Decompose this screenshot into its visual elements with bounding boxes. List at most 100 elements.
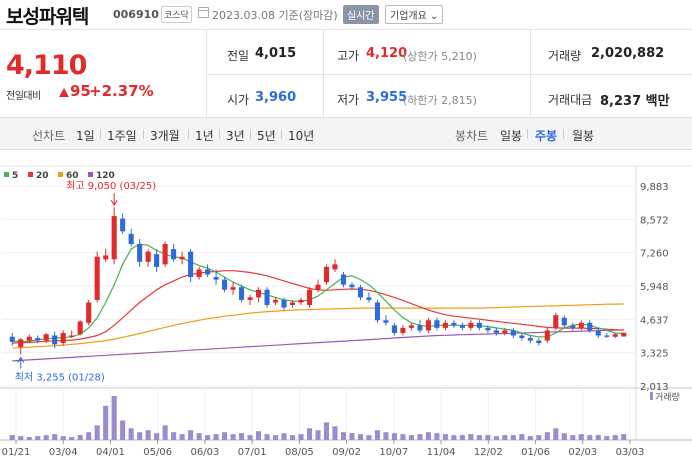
x-tick-label: 01/06 <box>521 447 550 458</box>
volume-bar <box>604 436 610 440</box>
candle-body <box>94 256 100 300</box>
tab-10year[interactable]: 10년 <box>288 129 315 143</box>
volume-bar <box>400 434 406 440</box>
candle-body <box>451 322 457 326</box>
volume-bar <box>179 434 185 440</box>
tab-1year[interactable]: 1년 <box>195 129 214 143</box>
candle-body <box>468 322 474 328</box>
tab-weekly[interactable]: 주봉 <box>535 129 558 143</box>
current-price: 4,110 <box>6 50 87 81</box>
candle-body <box>434 320 440 328</box>
volume-bar <box>502 435 508 440</box>
candle-body <box>332 264 338 270</box>
high-value: 4,120 <box>366 46 408 61</box>
prev-close-label: 전일 <box>227 49 250 63</box>
volume-bar <box>196 433 202 440</box>
tab-1day[interactable]: 1일 <box>76 129 95 143</box>
candle-body <box>519 335 525 339</box>
candle-body <box>9 336 15 342</box>
prev-close-value: 4,015 <box>255 46 297 61</box>
candle-body <box>86 302 92 323</box>
candle-body <box>171 249 177 260</box>
candle-body <box>137 244 143 262</box>
candle-body <box>52 335 58 345</box>
tab-separator <box>527 129 528 139</box>
x-tick-label: 11/04 <box>427 447 456 458</box>
stock-chart[interactable]: 9,883 8,572 7,260 5,948 4,637 3,325 2,013 01/21… <box>0 150 692 468</box>
volume-bar <box>536 435 542 440</box>
y-tick-label: 9,883 <box>640 182 669 193</box>
volume-bar <box>230 434 236 440</box>
candle-body <box>536 340 542 344</box>
volume-bar <box>272 435 279 440</box>
volume-value: 2,020,882 <box>591 46 665 61</box>
stock-header: 보성파워텍 006910 코스닥 2023.03.08 기준(장마감) 실시간 … <box>0 0 692 30</box>
candle-body <box>222 279 228 290</box>
candle-body <box>570 325 576 328</box>
volume-bar <box>408 435 414 440</box>
tab-separator <box>563 129 564 139</box>
volume-bar <box>239 433 245 440</box>
candle-body <box>391 325 397 333</box>
tab-3year[interactable]: 3년 <box>226 129 245 143</box>
candle-body <box>26 336 32 341</box>
volume-bar <box>264 434 270 440</box>
candle-body <box>349 284 355 288</box>
volume-bar <box>247 435 253 440</box>
legend-label-ma20: 20 <box>36 171 49 181</box>
volume-bar <box>340 432 347 440</box>
amount-label: 거래대금 <box>548 93 593 107</box>
candle-body <box>357 287 364 298</box>
volume-bar <box>544 432 550 440</box>
candle-body <box>476 322 482 328</box>
volume-bar <box>205 435 211 440</box>
x-tick-label: 02/03 <box>568 447 597 458</box>
tab-separator <box>100 129 101 139</box>
volume-bar <box>493 436 499 440</box>
realtime-button[interactable]: 실시간 <box>343 5 379 24</box>
candle-body <box>502 330 508 333</box>
tab-3month[interactable]: 3개월 <box>150 129 180 143</box>
candle-body <box>604 335 610 337</box>
candle-body <box>612 334 618 337</box>
candle-body <box>425 320 431 331</box>
candle-body <box>621 332 627 337</box>
volume-bar <box>281 433 287 440</box>
x-tick-label: 10/07 <box>379 447 408 458</box>
candle-body <box>281 299 287 308</box>
candle-body <box>128 233 134 245</box>
candle-body <box>587 322 593 331</box>
volume-bar <box>162 425 168 440</box>
tab-monthly[interactable]: 월봉 <box>572 129 595 143</box>
volume-bar <box>553 428 559 440</box>
volume-bar <box>52 434 58 440</box>
tab-1week[interactable]: 1주일 <box>107 129 137 143</box>
company-overview-button[interactable]: 기업개요 ⌄ <box>385 5 444 24</box>
candle-body <box>239 287 245 300</box>
up-arrow-icon <box>59 88 69 97</box>
candle-body <box>595 330 601 336</box>
volume-bar <box>120 420 126 440</box>
tab-5year[interactable]: 5년 <box>257 129 276 143</box>
volume-legend-swatch <box>650 392 653 400</box>
candle-body <box>230 287 236 290</box>
x-tick-label: 06/03 <box>191 447 220 458</box>
x-tick-label: 03/03 <box>616 447 645 458</box>
candle-body <box>383 320 389 323</box>
candle-body <box>315 284 321 290</box>
candle-body <box>179 256 185 260</box>
candle-body <box>510 330 516 336</box>
open-value: 3,960 <box>255 90 297 105</box>
legend-swatch-ma20 <box>28 172 33 177</box>
tab-daily[interactable]: 일봉 <box>500 129 523 143</box>
volume-bar <box>595 435 601 440</box>
volume-bar <box>417 434 423 440</box>
volume-bar <box>69 437 75 440</box>
legend-label-ma60: 60 <box>66 171 79 181</box>
y-tick-label: 2,013 <box>640 382 669 393</box>
low-arrow-head <box>17 356 25 363</box>
candle-body <box>459 325 465 328</box>
volume-bar <box>485 435 491 440</box>
candle-body <box>43 334 49 341</box>
candle-body <box>553 315 559 328</box>
